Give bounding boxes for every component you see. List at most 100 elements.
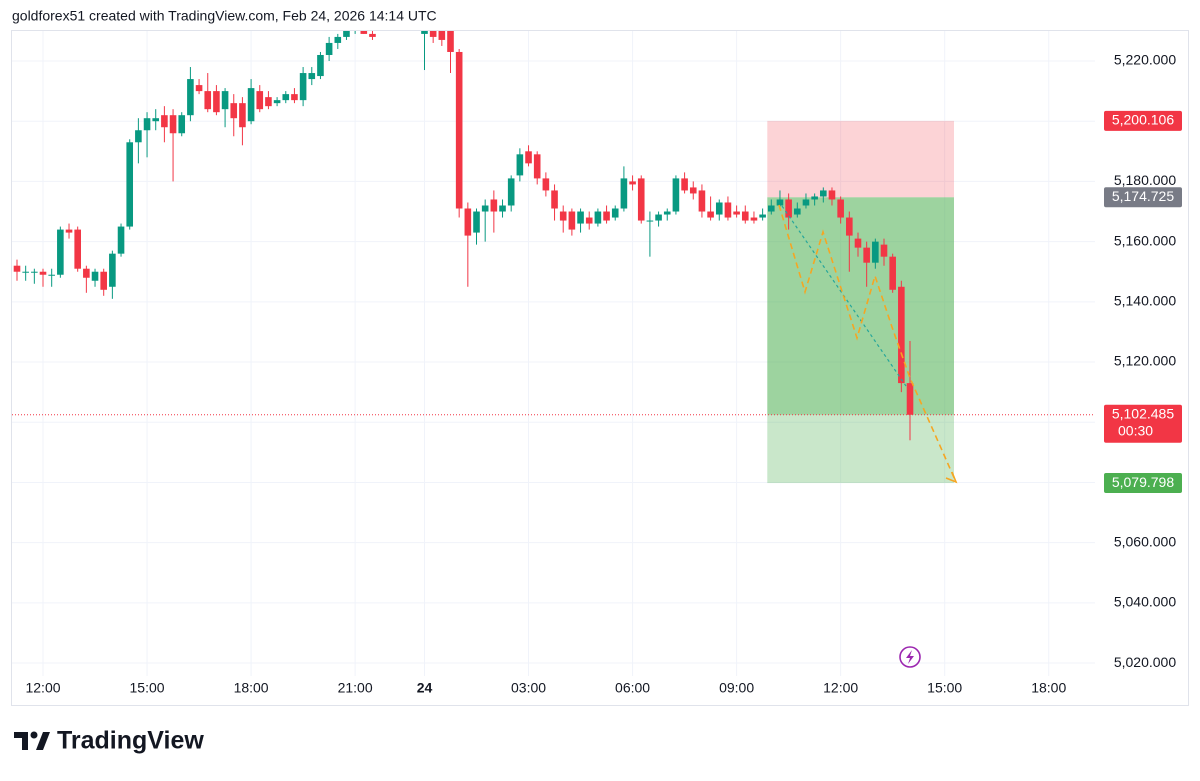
projection-path <box>778 204 957 483</box>
candle-body <box>611 208 619 218</box>
candle-body <box>481 205 489 212</box>
candle-body <box>559 211 567 221</box>
y-tick-label: 5,220.000 <box>1114 52 1176 68</box>
candle-body <box>499 205 506 212</box>
candle-body <box>490 199 498 212</box>
candle-body <box>239 103 246 128</box>
x-tick-label: 18:00 <box>1031 680 1066 696</box>
target-zone <box>767 414 954 484</box>
x-tick-label: 06:00 <box>615 680 650 696</box>
candle-body <box>230 103 238 119</box>
candle-body <box>57 229 64 275</box>
y-tick-label: 5,140.000 <box>1114 293 1176 309</box>
candle-body <box>741 211 749 221</box>
x-tick-label: 12:00 <box>25 680 60 696</box>
candle-body <box>213 91 220 113</box>
candle-body <box>906 383 914 415</box>
y-tick-label: 5,040.000 <box>1114 594 1176 610</box>
candle-body <box>889 256 896 290</box>
candle-body <box>681 178 688 191</box>
logo: TradingView <box>14 727 204 755</box>
candle-body <box>13 265 21 272</box>
candle-body <box>273 100 281 104</box>
candle-body <box>91 271 99 281</box>
candle-body <box>256 91 264 110</box>
candle-body <box>820 190 827 197</box>
candle-body <box>802 199 810 206</box>
price-tag <box>1104 473 1182 494</box>
logo-text: TradingView <box>57 727 204 755</box>
candle-body <box>620 178 628 209</box>
candle-body <box>22 271 29 273</box>
candle-body <box>707 211 714 218</box>
chart-frame <box>11 30 1189 706</box>
candle-body <box>629 181 636 185</box>
candle-body <box>776 199 784 206</box>
candle-body <box>334 36 342 43</box>
candle-body <box>672 178 680 212</box>
candle-body <box>689 187 697 194</box>
candle-body <box>343 31 350 37</box>
candle-body <box>265 97 272 107</box>
price-tag-label: 5,079.798 <box>1112 474 1174 490</box>
candle-body <box>585 217 593 224</box>
y-tick-label: 5,120.000 <box>1114 353 1176 369</box>
candle-body <box>74 229 81 269</box>
candle-body <box>187 79 194 116</box>
candle-body <box>429 31 437 37</box>
candle-body <box>369 33 376 37</box>
candle-body <box>317 54 324 77</box>
candle-body <box>100 271 107 290</box>
candle-body <box>898 286 905 384</box>
candle-body <box>447 31 454 52</box>
candle-body <box>126 142 134 227</box>
x-tick-label: 09:00 <box>719 680 754 696</box>
price-tag <box>1104 110 1182 131</box>
candle-body <box>785 199 792 218</box>
candle-body <box>724 202 732 218</box>
candle-body <box>828 190 836 200</box>
alert-icon <box>899 646 921 668</box>
price-tag-label: 5,200.106 <box>1112 112 1174 128</box>
candle-body <box>733 211 740 215</box>
candle-body <box>135 130 142 143</box>
price-tag <box>1104 404 1182 443</box>
candle-body <box>360 31 368 34</box>
price-tag-label: 5,102.485 <box>1112 405 1174 421</box>
candle-body <box>464 208 472 236</box>
candle-body <box>646 220 654 222</box>
candle-body <box>715 202 723 215</box>
candle-body <box>169 115 177 134</box>
candle-body <box>811 196 818 200</box>
candle-body <box>83 268 90 278</box>
candle-body <box>837 199 844 218</box>
candle-body <box>152 118 160 122</box>
candle-body <box>854 238 862 248</box>
candle-body <box>48 274 55 276</box>
candle-body <box>872 241 879 263</box>
candle-body <box>507 178 515 206</box>
candle-body <box>247 88 255 122</box>
candle-body <box>291 94 298 101</box>
candle-body <box>698 190 706 212</box>
candle-body <box>759 214 766 218</box>
candle-body <box>195 85 203 92</box>
x-tick-label: 24 <box>417 680 433 696</box>
y-tick-label: 5,160.000 <box>1114 232 1176 248</box>
profit-zone <box>767 197 954 415</box>
projection <box>778 204 958 484</box>
candle-body <box>39 271 47 275</box>
price-tag-label: 5,174.725 <box>1112 188 1174 204</box>
candle-body <box>65 229 73 233</box>
candle-body <box>551 190 558 209</box>
position-tool <box>767 120 954 484</box>
candle-body <box>161 115 168 128</box>
candle-body <box>533 154 541 179</box>
candle-body <box>655 214 662 221</box>
candle-body <box>577 211 584 224</box>
candle-body <box>880 244 888 257</box>
candle-body <box>863 247 870 263</box>
candle-body <box>525 151 532 164</box>
candle-body <box>378 25 385 28</box>
